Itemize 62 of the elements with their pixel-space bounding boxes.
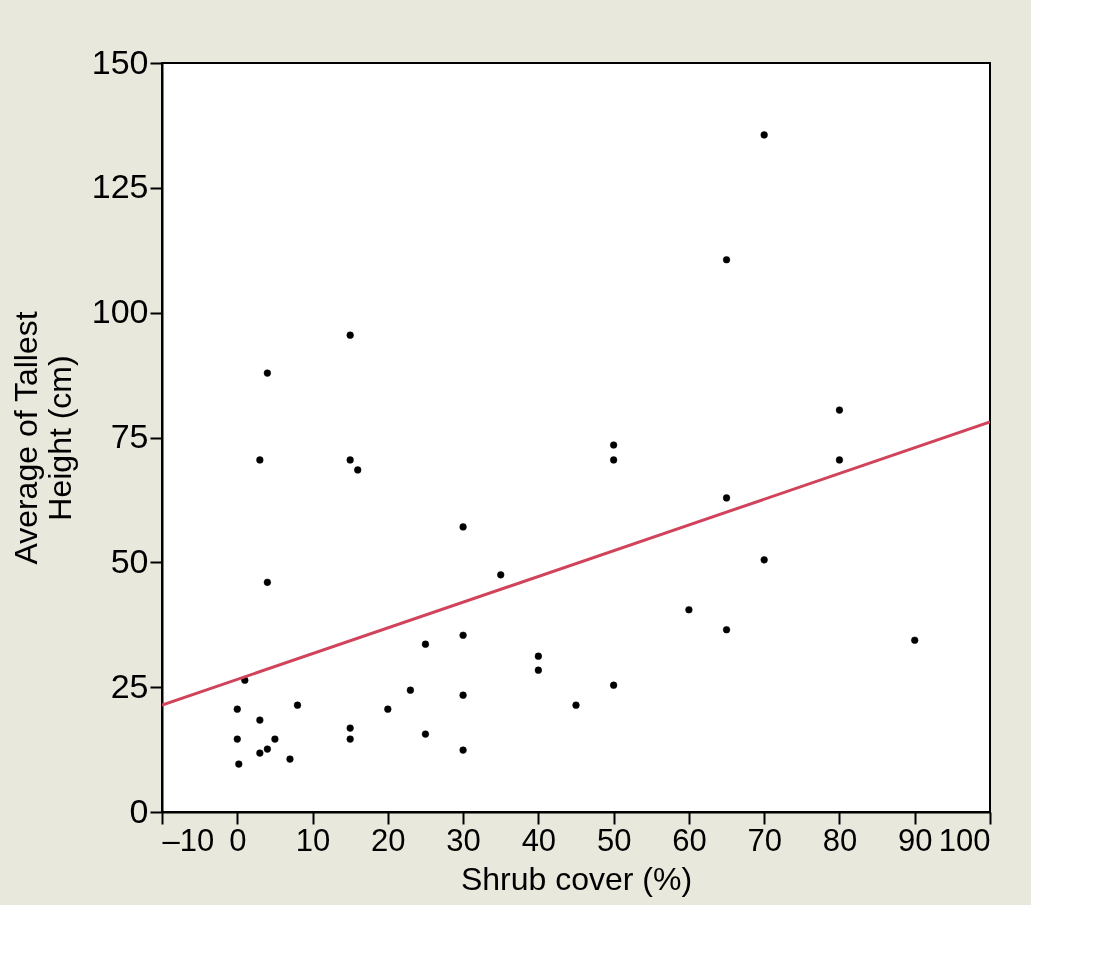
point (459, 631, 467, 639)
point (722, 256, 731, 264)
point (534, 652, 542, 660)
y-axis-title: Average of Tallest Height (cm) (7, 311, 78, 565)
point (233, 735, 241, 743)
point (346, 331, 354, 339)
point (760, 556, 768, 564)
x-tick-label: 100 (938, 822, 991, 858)
x-tick-label: 50 (596, 822, 632, 858)
point (256, 716, 264, 724)
point (256, 749, 264, 757)
y-tick-label: 100 (91, 292, 149, 331)
point (286, 755, 294, 763)
x-tick-label: 70 (747, 822, 782, 858)
point (534, 666, 542, 674)
x-tick-label: 20 (371, 822, 406, 858)
y-tick-label: 50 (110, 541, 149, 580)
y-tick-label: 75 (110, 417, 149, 455)
point (263, 745, 271, 753)
point (354, 466, 362, 474)
point (722, 626, 731, 634)
x-tick-label: 0 (229, 822, 247, 858)
point (459, 691, 467, 699)
point (256, 456, 264, 464)
y-tick-label: 0 (129, 791, 149, 830)
x-tick-label: –10 (162, 822, 215, 858)
point (497, 571, 505, 579)
x-axis-title: Shrub cover (%) (460, 860, 693, 897)
point (610, 681, 618, 689)
x-tick-label: 40 (521, 822, 557, 858)
x-tick-label: 90 (897, 822, 933, 858)
point (346, 724, 354, 732)
x-tick-label: 30 (446, 822, 481, 858)
x-tick-label: 80 (822, 822, 858, 858)
point (459, 746, 467, 754)
point (293, 701, 302, 709)
point (459, 523, 467, 531)
point (572, 701, 580, 709)
point (233, 705, 241, 713)
point (346, 456, 354, 464)
point (610, 456, 618, 464)
point (421, 730, 430, 738)
point (406, 686, 414, 694)
point (421, 640, 430, 648)
y-tick-label: 125 (91, 167, 149, 206)
point (384, 705, 392, 713)
point (722, 494, 731, 502)
point (610, 441, 618, 449)
point (346, 735, 354, 743)
y-tick-label: 25 (110, 666, 149, 705)
point (271, 735, 279, 743)
x-tick-label: 60 (672, 822, 707, 858)
point (835, 406, 844, 414)
point (263, 369, 271, 377)
x-tick-label: 10 (295, 822, 331, 858)
point (235, 760, 243, 768)
point (760, 131, 768, 139)
point (835, 456, 844, 464)
y-tick-label: 150 (91, 42, 149, 81)
point (263, 578, 271, 586)
point (911, 636, 919, 644)
point (685, 606, 693, 614)
